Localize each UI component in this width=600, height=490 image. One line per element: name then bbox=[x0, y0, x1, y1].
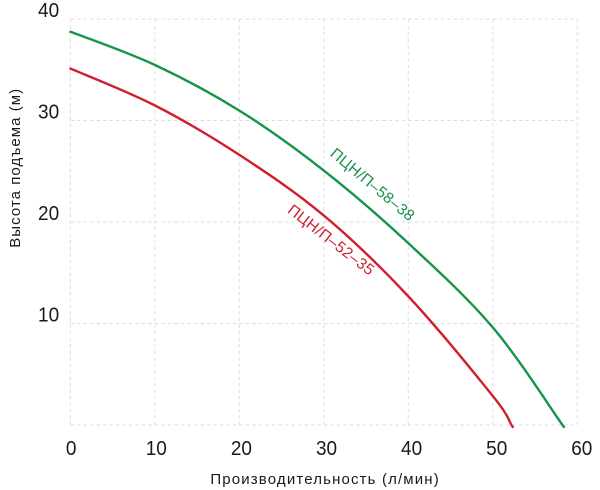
svg-text:10: 10 bbox=[38, 304, 59, 327]
svg-text:20: 20 bbox=[231, 438, 252, 461]
svg-text:40: 40 bbox=[38, 0, 59, 22]
svg-text:50: 50 bbox=[486, 438, 507, 461]
svg-text:30: 30 bbox=[316, 438, 337, 461]
svg-text:Высота подъема (м): Высота подъема (м) bbox=[7, 88, 24, 248]
svg-text:40: 40 bbox=[401, 438, 422, 461]
svg-text:0: 0 bbox=[66, 438, 77, 461]
svg-text:Производительность (л/мин): Производительность (л/мин) bbox=[210, 471, 440, 488]
svg-text:20: 20 bbox=[38, 203, 59, 226]
svg-text:10: 10 bbox=[146, 438, 167, 461]
svg-text:30: 30 bbox=[38, 101, 59, 124]
svg-text:60: 60 bbox=[571, 438, 592, 461]
